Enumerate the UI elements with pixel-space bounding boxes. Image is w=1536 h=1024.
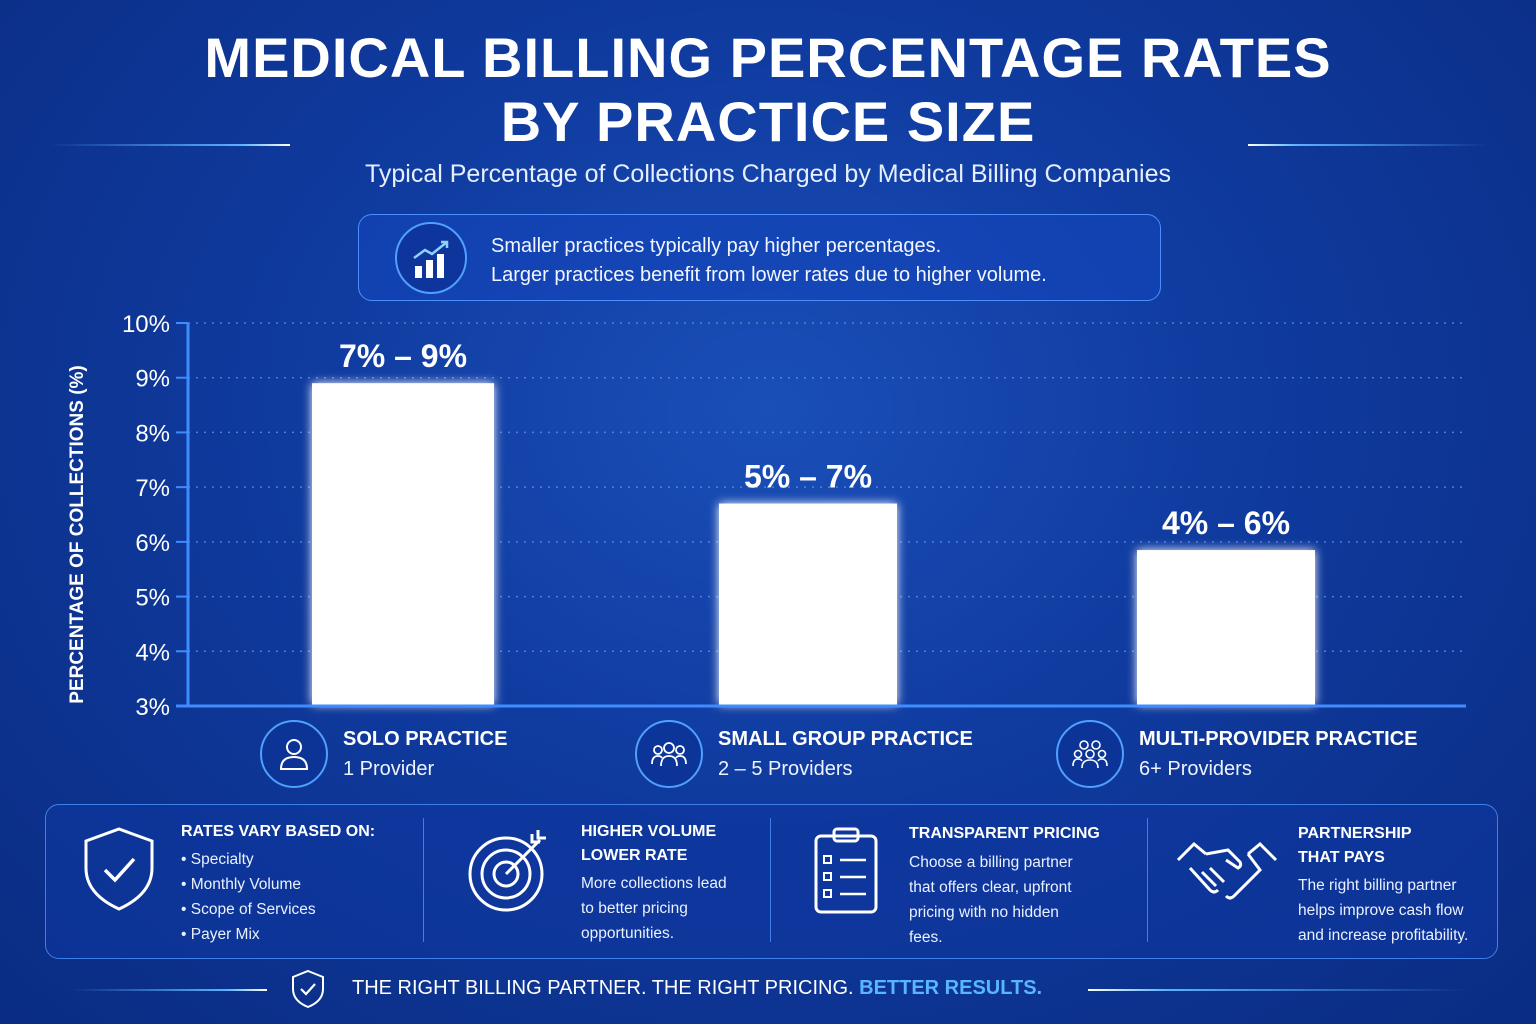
clipboard-icon — [814, 827, 878, 914]
info-divider — [1147, 818, 1148, 942]
footer-text: THE RIGHT BILLING PARTNER. THE RIGHT PRI… — [352, 977, 854, 999]
category-subtitle: 2 – 5 Providers — [718, 758, 853, 780]
partnership-body-line-2: helps improve cash flow — [1298, 902, 1464, 919]
bar-range-label: 5% – 7% — [744, 459, 872, 495]
volume-title-line-2: LOWER RATE — [581, 847, 688, 864]
growth-chart-icon — [395, 222, 467, 294]
partnership-body: The right billing partner helps improve … — [1298, 873, 1468, 948]
info-divider — [423, 818, 424, 942]
y-axis-label: PERCENTAGE OF COLLECTIONS (%) — [67, 365, 88, 703]
list-item: Specialty — [181, 847, 316, 872]
volume-body: More collections lead to better pricing … — [581, 871, 727, 946]
target-icon — [468, 830, 546, 912]
info-divider — [770, 818, 771, 942]
partnership-title-line-2: THAT PAYS — [1298, 849, 1385, 866]
footer-glow-left — [72, 989, 267, 991]
partnership-body-line-1: The right billing partner — [1298, 877, 1457, 894]
volume-body-line-1: More collections lead — [581, 875, 727, 892]
rates-title: RATES VARY BASED ON: — [181, 823, 376, 840]
pricing-title: TRANSPARENT PRICING — [909, 825, 1100, 842]
shield-check-icon — [84, 827, 154, 911]
pricing-body-line-3: pricing with no hidden — [909, 904, 1059, 921]
pricing-body-line-4: fees. — [909, 929, 943, 946]
bar — [312, 383, 494, 705]
page-subtitle: Typical Percentage of Collections Charge… — [365, 160, 1171, 188]
footer-accent: BETTER RESULTS. — [859, 977, 1043, 999]
team-icon — [1056, 720, 1124, 788]
category-title: MULTI-PROVIDER PRACTICE — [1139, 728, 1418, 750]
y-tick-label: 6% — [135, 530, 170, 557]
insight-callout: Smaller practices typically pay higher p… — [358, 214, 1161, 301]
footer-glow-right — [1088, 989, 1468, 991]
partnership-title: PARTNERSHIP THAT PAYS — [1298, 822, 1412, 870]
bar — [1137, 550, 1315, 705]
list-item: Scope of Services — [181, 897, 316, 922]
title-line-2: BY PRACTICE SIZE — [500, 90, 1036, 153]
partnership-title-line-1: PARTNERSHIP — [1298, 825, 1412, 842]
pricing-body-line-2: that offers clear, upfront — [909, 879, 1072, 896]
bar-range-label: 4% – 6% — [1162, 505, 1290, 541]
rates-list: Specialty Monthly Volume Scope of Servic… — [181, 847, 316, 947]
y-tick-label: 8% — [135, 420, 170, 447]
volume-body-line-2: to better pricing — [581, 900, 688, 917]
category-title: SOLO PRACTICE — [343, 728, 508, 750]
footer-tagline: THE RIGHT BILLING PARTNER. THE RIGHT PRI… — [352, 977, 1042, 1000]
y-tick-label: 10% — [122, 311, 170, 338]
title-glow-left — [50, 144, 290, 146]
callout-line-1: Smaller practices typically pay higher p… — [491, 235, 942, 257]
title-glow-right — [1248, 144, 1488, 146]
y-tick-label: 9% — [135, 366, 170, 393]
partnership-body-line-3: and increase profitability. — [1298, 927, 1469, 944]
category-subtitle: 1 Provider — [343, 758, 435, 780]
handshake-icon — [1176, 841, 1278, 900]
footer-shield-icon — [292, 969, 324, 1009]
person-icon — [260, 720, 328, 788]
bar — [719, 503, 897, 705]
page-title: MEDICAL BILLING PERCENTAGE RATES BY PRAC… — [0, 26, 1536, 154]
pricing-body-line-1: Choose a billing partner — [909, 854, 1073, 871]
volume-title: HIGHER VOLUME LOWER RATE — [581, 820, 716, 868]
pricing-body: Choose a billing partner that offers cle… — [909, 850, 1073, 950]
list-item: Payer Mix — [181, 922, 316, 947]
y-tick-label: 5% — [135, 585, 170, 612]
list-item: Monthly Volume — [181, 872, 316, 897]
y-tick-label: 3% — [135, 694, 170, 721]
volume-body-line-3: opportunities. — [581, 925, 675, 942]
y-tick-label: 4% — [135, 639, 170, 666]
y-tick-label: 7% — [135, 475, 170, 502]
bar-range-label: 7% – 9% — [339, 338, 467, 374]
title-line-1: MEDICAL BILLING PERCENTAGE RATES — [204, 26, 1332, 89]
volume-title-line-1: HIGHER VOLUME — [581, 823, 717, 840]
group-icon — [635, 720, 703, 788]
category-subtitle: 6+ Providers — [1139, 758, 1252, 780]
category-title: SMALL GROUP PRACTICE — [718, 728, 973, 750]
callout-line-2: Larger practices benefit from lower rate… — [491, 264, 1047, 286]
